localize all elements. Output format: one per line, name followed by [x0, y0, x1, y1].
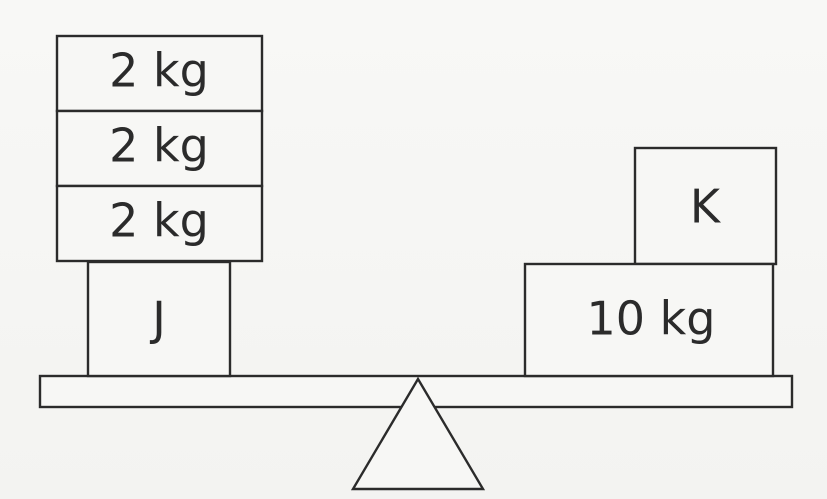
fulcrum-triangle — [350, 376, 486, 491]
weight-block-middle — [55, 109, 264, 188]
block-j — [86, 260, 232, 378]
weight-block-top-label: 2 kg — [109, 44, 209, 98]
weight-block-bottom — [55, 184, 264, 263]
weight-block-middle-label: 2 kg — [109, 119, 209, 173]
block-j-label: J — [149, 292, 166, 346]
block-10kg-label: 10 kg — [587, 292, 716, 346]
weight-block-top — [55, 34, 264, 113]
block-10kg — [523, 262, 775, 378]
block-k-label: K — [690, 180, 722, 234]
block-k — [633, 146, 778, 266]
weight-block-bottom-label: 2 kg — [109, 194, 209, 248]
left-weight-stack: 2 kg 2 kg 2 kg — [55, 34, 264, 263]
